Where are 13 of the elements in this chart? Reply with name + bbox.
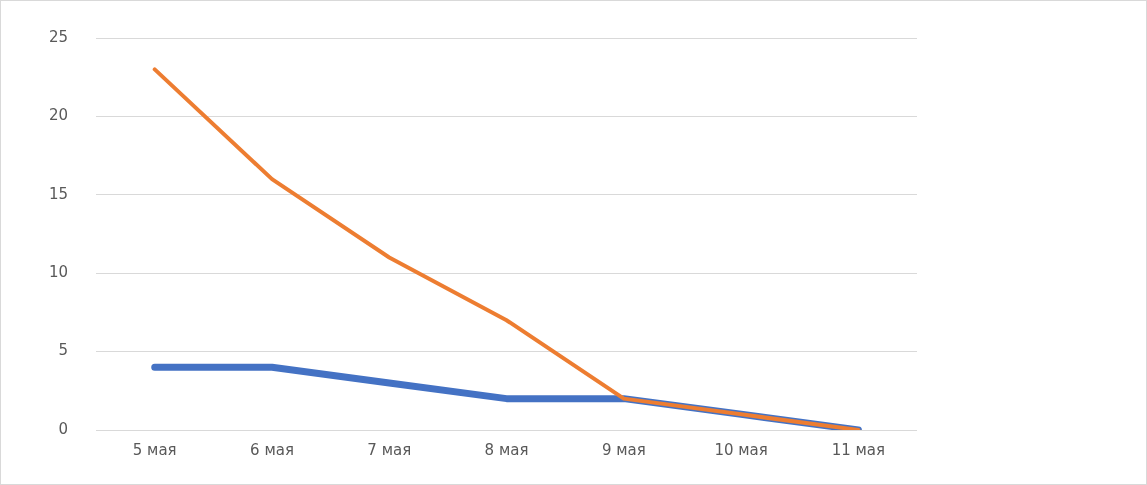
y-tick-label: 25	[48, 27, 69, 46]
y-tick-label: 0	[58, 419, 69, 438]
y-tick-label: 10	[48, 263, 69, 282]
x-tick-label: 5 мая	[132, 440, 177, 459]
x-tick-label: 8 мая	[484, 440, 529, 459]
x-tick-label: 10 мая	[714, 440, 768, 459]
x-tick-label: 9 мая	[601, 440, 646, 459]
x-tick-label: 7 мая	[367, 440, 412, 459]
y-tick-label: 15	[48, 184, 69, 203]
x-tick-label: 6 мая	[250, 440, 294, 459]
y-tick-label: 5	[58, 341, 69, 360]
y-tick-label: 20	[48, 106, 69, 125]
x-tick-label: 11 мая	[831, 440, 886, 459]
